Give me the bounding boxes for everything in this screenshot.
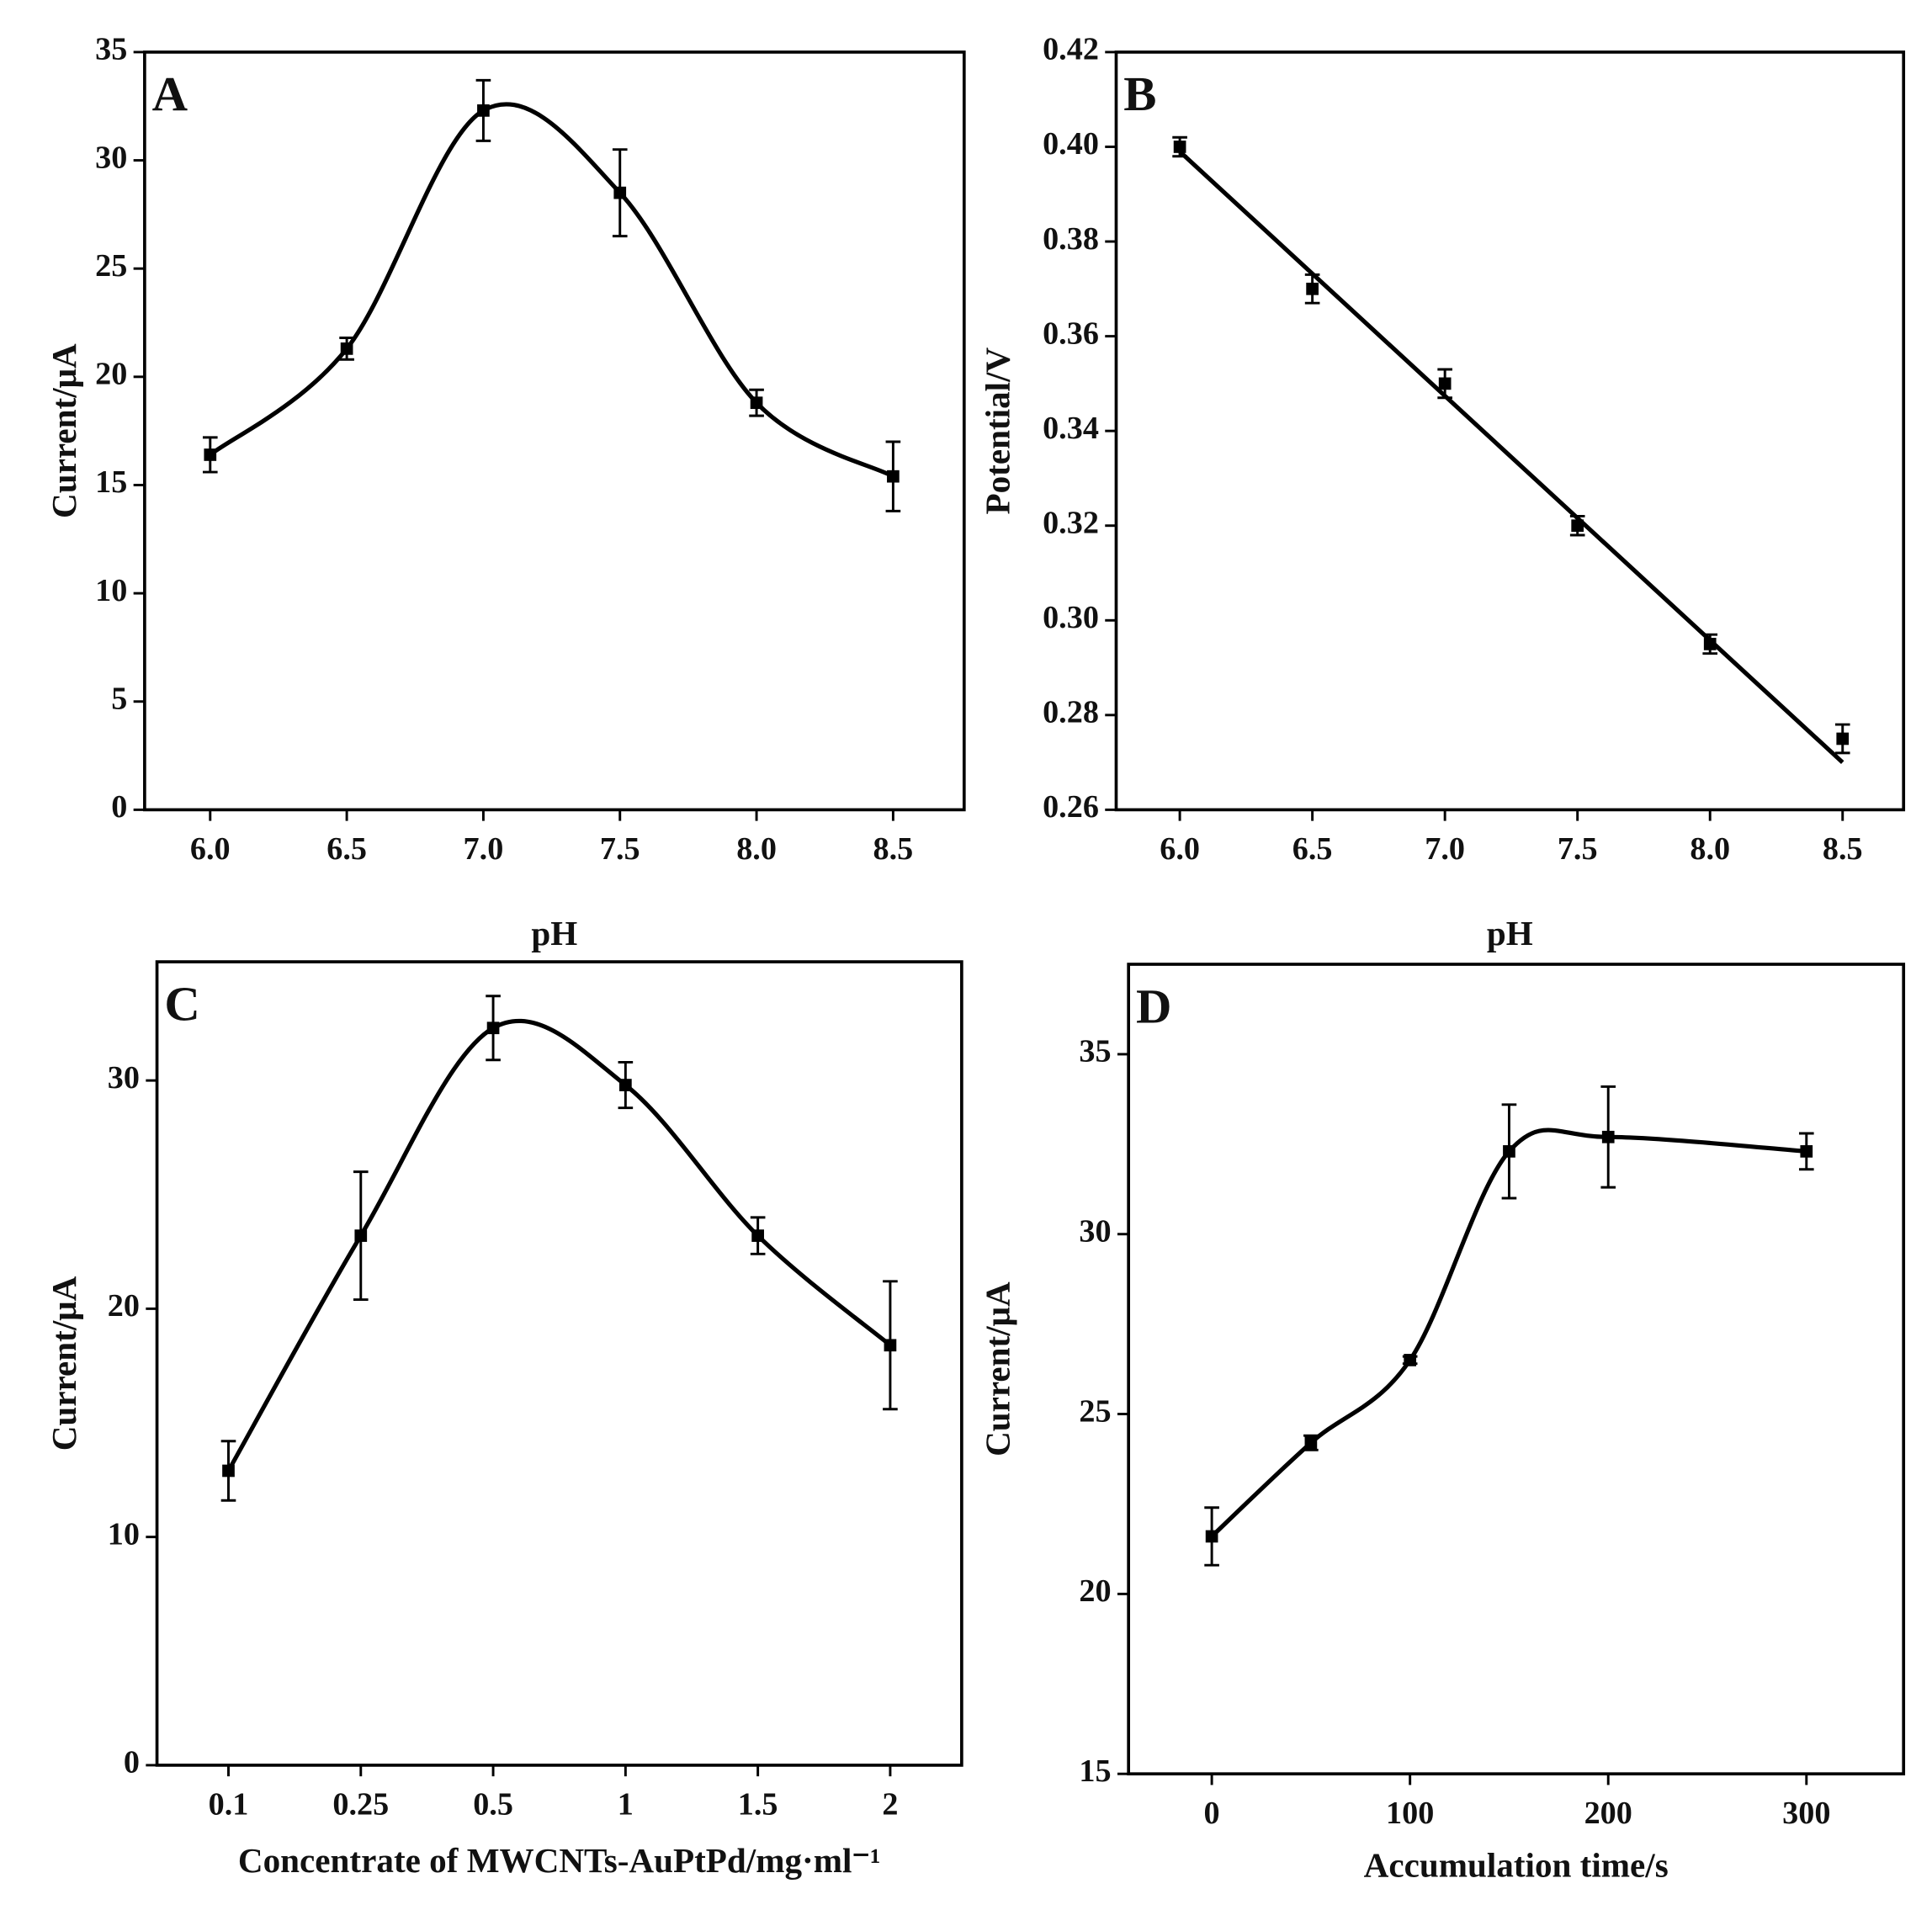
x-tick-label: 7.0 (1425, 831, 1465, 867)
data-point (1601, 1130, 1615, 1143)
plot-frame (1127, 963, 1906, 1776)
data-point (1836, 732, 1850, 745)
y-tick-label: 0.30 (1043, 600, 1099, 635)
curve (226, 1018, 892, 1472)
x-axis-label: Accumulation time/s (1364, 1846, 1669, 1885)
y-tick-label: 0.28 (1043, 695, 1099, 730)
panel: 0 5 10 15 20 25 30 35 6.0 6.5 7.0 7.5 8.0 8.5 ApH Curre… (45, 32, 966, 952)
x-tick-label: 1.5 (738, 1787, 778, 1822)
y-tick-label: 25 (95, 248, 127, 284)
y-tick-label: 0.34 (1043, 411, 1099, 446)
y-tick-label: 0.38 (1043, 221, 1099, 257)
x-tick-label: 7.5 (1558, 831, 1598, 867)
plot-frame (143, 50, 966, 812)
y-tick-label: 30 (108, 1060, 140, 1096)
y-tick-label: 30 (1079, 1214, 1111, 1249)
data-point (486, 1021, 500, 1035)
x-tick-label: 0.1 (209, 1787, 249, 1822)
x-tick-label: 200 (1584, 1796, 1632, 1831)
x-tick-label: 6.0 (1160, 831, 1200, 867)
x-tick-label: 8.5 (873, 831, 914, 867)
x-tick-label: 0.5 (473, 1787, 513, 1822)
panel: 15 20 25 30 35 0 100 200 300 D Accumulation time/s… (978, 963, 1906, 1885)
x-tick-label: 300 (1782, 1796, 1830, 1831)
data-point (750, 396, 763, 410)
panel-label: C (164, 976, 199, 1031)
panel-label: A (152, 66, 188, 121)
data-point (222, 1464, 235, 1478)
x-tick-label: 1 (618, 1787, 634, 1822)
x-tick-label: 8.0 (736, 831, 777, 867)
y-tick-label: 5 (111, 682, 127, 717)
x-tick-label: 8.0 (1690, 831, 1730, 867)
data-point (1800, 1145, 1813, 1158)
y-tick-label: 0.32 (1043, 505, 1099, 540)
data-point (1703, 638, 1717, 650)
x-tick-label: 8.5 (1823, 831, 1863, 867)
plot-frame (155, 960, 963, 1767)
x-axis-label: Concentrate of MWCNTs-AuPtPd/mg·ml⁻¹ (238, 1841, 881, 1880)
y-axis-label: Potential/V (978, 347, 1016, 514)
x-tick-label: 6.5 (326, 831, 367, 867)
y-tick-label: 35 (95, 32, 127, 67)
y-tick-label: 0 (124, 1745, 140, 1780)
y-axis-label: Current/μA (45, 1276, 83, 1451)
y-tick-label: 0.26 (1043, 789, 1099, 825)
data-point (751, 1229, 764, 1242)
x-axis-label: pH (531, 914, 577, 952)
x-tick-label: 0.25 (332, 1787, 389, 1822)
curve (209, 102, 894, 479)
data-point (1571, 519, 1584, 533)
data-point (354, 1229, 368, 1242)
x-tick-label: 6.5 (1292, 831, 1333, 867)
data-point (1438, 377, 1452, 390)
y-axis-label: Current/μA (45, 343, 83, 518)
x-tick-label: 100 (1386, 1796, 1434, 1831)
data-point (1304, 1436, 1318, 1450)
y-tick-label: 0.42 (1043, 32, 1099, 67)
y-tick-label: 0 (111, 789, 127, 825)
y-tick-label: 10 (95, 573, 127, 608)
fit-line (1178, 150, 1844, 765)
panel: 0 10 20 30 0.1 0.25 0.5 1 1.5 2 C Concentrate of MW… (45, 960, 963, 1880)
y-tick-label: 15 (95, 464, 127, 500)
y-tick-label: 30 (95, 140, 127, 175)
y-tick-label: 0.36 (1043, 316, 1099, 351)
y-tick-label: 0.40 (1043, 126, 1099, 162)
x-tick-label: 0 (1204, 1796, 1220, 1831)
x-tick-label: 6.0 (190, 831, 231, 867)
data-point (477, 104, 490, 117)
data-point (884, 1339, 897, 1352)
x-axis-label: pH (1487, 914, 1533, 952)
panel-label: D (1136, 979, 1171, 1033)
data-point (204, 448, 217, 461)
y-tick-label: 20 (108, 1288, 140, 1324)
data-point (1404, 1354, 1417, 1366)
panel: 0.26 0.28 0.30 0.32 0.34 0.36 0.38 0.40 0.42 6.0 6… (978, 32, 1906, 952)
data-point (1306, 282, 1319, 295)
data-point (613, 186, 627, 199)
plot-frame (1114, 50, 1906, 812)
y-tick-label: 20 (1079, 1573, 1111, 1609)
y-tick-label: 25 (1079, 1393, 1111, 1429)
y-axis-label: Current/μA (978, 1281, 1016, 1456)
data-point (1205, 1530, 1218, 1543)
y-tick-label: 20 (95, 357, 127, 392)
panel-label: B (1123, 66, 1156, 121)
x-tick-label: 7.0 (464, 831, 504, 867)
data-point (1173, 141, 1186, 153)
y-tick-label: 15 (1079, 1753, 1111, 1789)
y-tick-label: 10 (108, 1516, 140, 1552)
x-tick-label: 2 (882, 1787, 898, 1822)
data-point (887, 470, 900, 483)
data-point (619, 1079, 632, 1091)
data-point (340, 342, 353, 355)
x-tick-label: 7.5 (600, 831, 640, 867)
y-tick-label: 35 (1079, 1034, 1111, 1069)
data-point (1503, 1145, 1515, 1158)
